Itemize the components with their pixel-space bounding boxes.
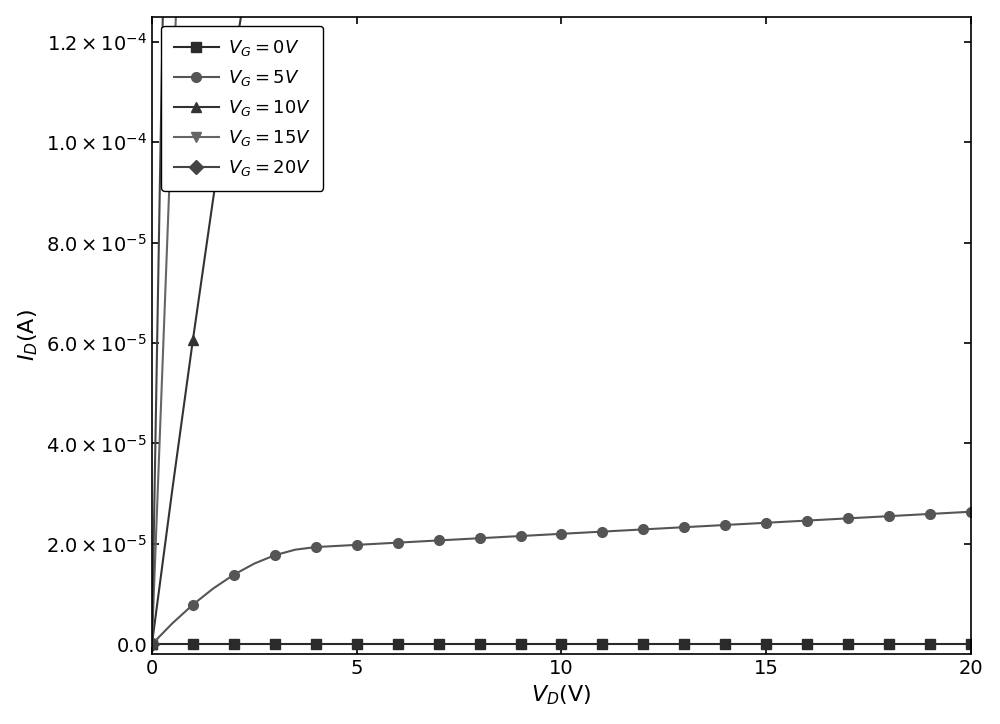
$V_G=5V$ — [310, 543, 322, 552]
$V_G=5V$ — [842, 514, 854, 523]
$V_G=0V$ — [924, 640, 936, 649]
$V_G=5V$ — [637, 525, 649, 534]
$V_G=5V$ — [740, 520, 752, 529]
$V_G=5V$ — [494, 533, 506, 542]
$V_G=5V$ — [576, 529, 588, 537]
$V_G=15V$ — [166, 101, 178, 110]
$V_G=0V$ — [576, 640, 588, 649]
$V_G=0V$ — [945, 640, 957, 649]
$V_G=0V$ — [433, 640, 445, 649]
$V_G=0V$ — [371, 640, 383, 649]
$V_G=0V$ — [596, 640, 608, 649]
$V_G=5V$ — [228, 571, 240, 579]
$V_G=5V$ — [781, 518, 793, 526]
Line: $V_G=20V$: $V_G=20V$ — [147, 0, 976, 649]
$V_G=5V$ — [474, 534, 486, 542]
$V_G=0V$ — [699, 640, 711, 649]
$V_G=0V$ — [842, 640, 854, 649]
$V_G=5V$ — [924, 510, 936, 518]
$V_G=5V$ — [433, 536, 445, 544]
$V_G=0V$ — [637, 640, 649, 649]
$V_G=5V$ — [187, 600, 199, 609]
$V_G=10V$ — [187, 336, 199, 345]
$V_G=0V$ — [822, 640, 834, 649]
$V_G=0V$ — [453, 640, 465, 649]
$V_G=5V$ — [904, 510, 916, 519]
$V_G=0V$ — [248, 640, 260, 649]
$V_G=0V$ — [207, 640, 219, 649]
$V_G=0V$ — [330, 640, 342, 649]
$V_G=5V$ — [392, 539, 404, 547]
$V_G=5V$ — [453, 535, 465, 544]
$V_G=5V$ — [269, 551, 281, 560]
$V_G=0V$ — [187, 640, 199, 649]
$V_G=5V$ — [330, 542, 342, 550]
$V_G=5V$ — [822, 515, 834, 523]
$V_G=0V$ — [269, 640, 281, 649]
$V_G=0V$ — [310, 640, 322, 649]
$V_G=0V$ — [555, 640, 567, 649]
$V_G=0V$ — [883, 640, 895, 649]
Line: $V_G=0V$: $V_G=0V$ — [147, 639, 976, 649]
$V_G=5V$ — [515, 531, 527, 540]
$V_G=0V$ — [166, 640, 178, 649]
$V_G=5V$ — [801, 516, 813, 525]
$V_G=10V$ — [207, 193, 219, 202]
X-axis label: $V_D$(V): $V_D$(V) — [531, 683, 592, 707]
$V_G=5V$ — [207, 584, 219, 593]
Y-axis label: $I_D$(A): $I_D$(A) — [17, 310, 40, 361]
$V_G=0V$ — [412, 640, 424, 649]
$V_G=5V$ — [945, 508, 957, 517]
$V_G=5V$ — [289, 545, 301, 554]
$V_G=0V$ — [965, 640, 977, 649]
$V_G=5V$ — [535, 531, 547, 539]
$V_G=0V$ — [515, 640, 527, 649]
Line: $V_G=10V$: $V_G=10V$ — [147, 0, 976, 649]
$V_G=0V$ — [904, 640, 916, 649]
$V_G=0V$ — [494, 640, 506, 649]
$V_G=10V$ — [146, 640, 158, 649]
Legend: $V_G=0V$, $V_G=5V$, $V_G=10V$, $V_G=15V$, $V_G=20V$: $V_G=0V$, $V_G=5V$, $V_G=10V$, $V_G=15V$… — [161, 25, 323, 190]
$V_G=15V$ — [146, 640, 158, 649]
$V_G=5V$ — [412, 537, 424, 546]
$V_G=5V$ — [883, 512, 895, 521]
$V_G=10V$ — [228, 57, 240, 66]
$V_G=0V$ — [535, 640, 547, 649]
$V_G=0V$ — [863, 640, 875, 649]
$V_G=0V$ — [351, 640, 363, 649]
$V_G=5V$ — [248, 559, 260, 568]
$V_G=0V$ — [740, 640, 752, 649]
Line: $V_G=5V$: $V_G=5V$ — [147, 507, 976, 649]
Line: $V_G=15V$: $V_G=15V$ — [147, 0, 976, 649]
$V_G=0V$ — [289, 640, 301, 649]
$V_G=5V$ — [351, 541, 363, 550]
$V_G=20V$ — [146, 640, 158, 649]
$V_G=0V$ — [228, 640, 240, 649]
$V_G=10V$ — [166, 485, 178, 494]
$V_G=0V$ — [719, 640, 731, 649]
$V_G=0V$ — [781, 640, 793, 649]
$V_G=5V$ — [699, 522, 711, 531]
$V_G=5V$ — [863, 513, 875, 521]
$V_G=0V$ — [658, 640, 670, 649]
$V_G=5V$ — [719, 521, 731, 529]
$V_G=0V$ — [392, 640, 404, 649]
$V_G=0V$ — [760, 640, 772, 649]
$V_G=5V$ — [555, 529, 567, 538]
$V_G=0V$ — [801, 640, 813, 649]
$V_G=0V$ — [617, 640, 629, 649]
$V_G=5V$ — [596, 527, 608, 536]
$V_G=5V$ — [146, 640, 158, 649]
$V_G=5V$ — [965, 508, 977, 516]
$V_G=5V$ — [371, 539, 383, 548]
$V_G=0V$ — [474, 640, 486, 649]
$V_G=5V$ — [617, 526, 629, 535]
$V_G=5V$ — [166, 619, 178, 628]
$V_G=5V$ — [658, 524, 670, 533]
$V_G=0V$ — [146, 640, 158, 649]
$V_G=0V$ — [678, 640, 690, 649]
$V_G=5V$ — [678, 523, 690, 531]
$V_G=5V$ — [760, 518, 772, 527]
